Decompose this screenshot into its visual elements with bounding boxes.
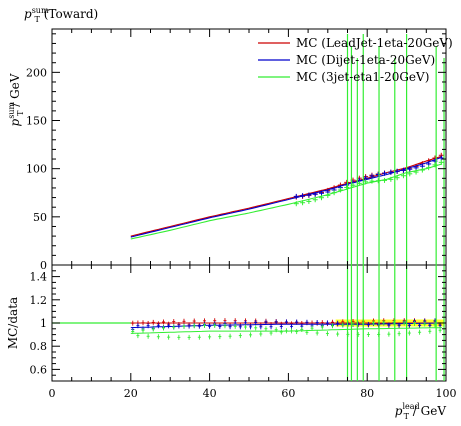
series-leadjet	[130, 152, 444, 237]
series-threejet	[130, 34, 445, 265]
x-tick-label: 80	[360, 387, 374, 400]
y-tick-label-ratio: 1.2	[30, 294, 48, 307]
y-tick-label-ratio: 1	[40, 317, 47, 330]
ratio-series-threejet	[130, 320, 443, 340]
y-tick-label-ratio: 0.6	[30, 363, 48, 376]
lower-y-axis-label: MC/data	[6, 297, 20, 349]
legend-label-dijet: MC (Dijet-1eta-20GeV)	[296, 53, 435, 67]
x-tick-label: 20	[124, 387, 138, 400]
ratio-plot-area	[52, 265, 446, 381]
y-tick-label-ratio: 0.8	[30, 340, 48, 353]
legend-label-leadjet: MC (LeadJet-1eta-20GeV)	[296, 36, 453, 50]
y-tick-label-main: 100	[26, 163, 47, 176]
y-tick-label-main: 150	[26, 115, 47, 128]
x-tick-label: 0	[49, 387, 56, 400]
main-plot-area	[130, 34, 445, 265]
line-threejet	[130, 163, 443, 240]
legend: MC (LeadJet-1eta-20GeV) MC (Dijet-1eta-2…	[258, 36, 453, 84]
legend-label-3jet: MC (3jet-eta1-20GeV)	[296, 70, 429, 84]
x-axis-label: plead T / GeV	[395, 402, 447, 421]
upper-y-axis-label: psumT / GeV	[7, 73, 25, 126]
series-dijet	[130, 155, 444, 238]
x-tick-label: 100	[436, 387, 457, 400]
x-tick-label: 60	[281, 387, 295, 400]
line-dijet	[130, 156, 443, 238]
y-tick-label-main: 200	[26, 66, 47, 79]
y-tick-label-main: 50	[33, 211, 47, 224]
y-tick-label-main: 0	[40, 259, 47, 272]
axis-ticks: 0 20 40 60 80 100 0 50 100 150 200 0.6 0.8 1 1.2 1.4	[26, 29, 457, 400]
y-tick-label-ratio: 1.4	[30, 271, 48, 284]
x-tick-label: 40	[203, 387, 217, 400]
chart-title: psum T (Toward)	[24, 6, 98, 24]
line-leadjet	[130, 155, 443, 237]
